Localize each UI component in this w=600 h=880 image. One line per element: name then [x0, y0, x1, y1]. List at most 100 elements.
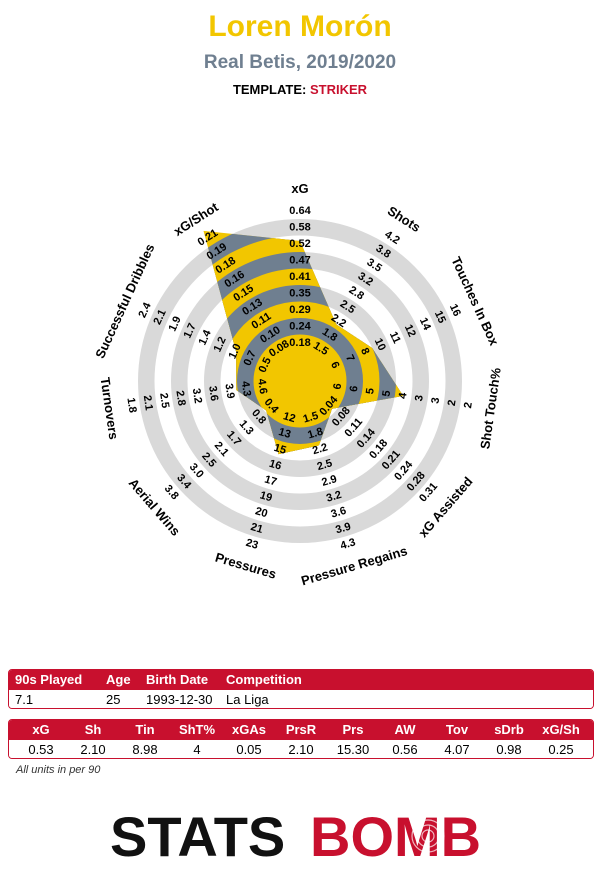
radar-tick-label: 8 [358, 346, 371, 357]
radar-tick-label: 12 [282, 410, 297, 425]
stats-value-cell: 4 [193, 742, 201, 757]
info-header-cell: 90s Played [15, 672, 83, 687]
radar-chart: 0.180.240.290.350.410.470.520.580.641.51… [92, 181, 504, 588]
template-line: TEMPLATE: STRIKER [0, 82, 600, 97]
stats-value-cell: 0.56 [392, 742, 418, 757]
radar-tick-label: 1.9 [167, 315, 184, 334]
stats-value-cell: 0.53 [28, 742, 54, 757]
info-value-cell: 7.1 [15, 692, 34, 707]
stats-table: xG Sh Tin ShT% xGAs PrsR Prs AW Tov sDrb… [8, 719, 594, 759]
stats-header-cell: Tin [135, 722, 155, 737]
stats-header-cell: PrsR [285, 722, 317, 737]
radar-tick-label: 16 [447, 302, 463, 318]
radar-tick-label: 3 [413, 394, 426, 402]
radar-tick-label: 0.64 [289, 205, 311, 217]
radar-tick-label: 0.7 [242, 349, 259, 368]
radar-tick-label: 6 [328, 360, 341, 371]
info-table-row: 7.1 25 1993-12-30 La Liga [9, 690, 593, 708]
stats-header-cell: xGAs [232, 722, 266, 737]
radar-tick-label: 3.6 [330, 505, 348, 521]
radar-tick-label: 0.24 [289, 320, 311, 332]
radar-tick-label: 3.6 [206, 385, 220, 402]
stats-value-cell: 8.98 [132, 742, 158, 757]
radar-tick-label: 2.5 [157, 392, 171, 409]
radar-tick-label: 6 [331, 383, 344, 391]
info-header-cell: Age [106, 672, 131, 687]
info-table-header: 90s Played Age Birth Date Competition [9, 670, 593, 690]
radar-tick-label: 13 [277, 426, 292, 441]
stats-header-cell: sDrb [494, 722, 524, 737]
radar-tick-label: 16 [268, 458, 283, 473]
radar-axis-label: xG [291, 181, 308, 196]
units-footnote: All units in per 90 [16, 764, 101, 776]
radar-tick-label: 23 [244, 537, 259, 552]
radar-tick-label: 5 [364, 387, 377, 395]
radar-tick-label: 3.9 [334, 521, 352, 537]
radar-tick-label: 4 [397, 391, 410, 400]
radar-value-core [270, 351, 330, 411]
stats-header-cell: xG [32, 722, 50, 737]
stats-value-cell: 15.30 [336, 742, 370, 757]
radar-tick-label: 2.1 [152, 308, 169, 327]
radar-tick-label: 0.35 [289, 287, 310, 299]
radar-tick-label: 1.8 [306, 426, 324, 442]
radar-tick-label: 19 [258, 489, 273, 504]
radar-tick-label: 0.29 [289, 304, 310, 316]
stats-table-header: xG Sh Tin ShT% xGAs PrsR Prs AW Tov sDrb… [9, 720, 593, 740]
template-label: TEMPLATE: [232, 82, 307, 97]
radar-tick-label: 3.9 [222, 383, 236, 400]
radar-tick-label: 6 [348, 385, 361, 393]
radar-tick-label: 1.2 [212, 335, 229, 354]
radar-tick-label: 2.1 [141, 394, 155, 411]
radar-tick-label: 15 [432, 309, 448, 325]
radar-axis-label: Shot Touch% [477, 366, 504, 450]
radar-tick-label: 0.52 [289, 238, 310, 250]
info-value-cell: 1993-12-30 [146, 692, 213, 707]
stats-header-cell: ShT% [178, 722, 216, 737]
radar-tick-label: 1.8 [124, 397, 138, 414]
radar-tick-label: 4.3 [339, 536, 357, 552]
player-name: Loren Morón [208, 10, 392, 43]
stats-header-cell: Tov [445, 722, 469, 737]
radar-tick-label: 0.18 [289, 337, 310, 349]
radar-tick-label: 2 [446, 399, 459, 407]
info-header-cell: Birth Date [146, 672, 209, 687]
info-table: 90s Played Age Birth Date Competition 7.… [8, 669, 594, 709]
statsbomb-logo: STATS BOMB [110, 808, 481, 864]
radar-tick-label: 2.2 [311, 441, 329, 457]
radar-tick-label: 1.7 [182, 321, 199, 340]
radar-tick-label: 3.2 [325, 489, 343, 505]
info-value-cell: La Liga [226, 692, 269, 707]
radar-tick-label: 15 [272, 442, 287, 457]
stats-header-cell: xG/Sh [542, 722, 580, 737]
radar-tick-label: 0.41 [289, 271, 310, 283]
info-header-cell: Competition [226, 672, 302, 687]
radar-tick-label: 1.5 [302, 410, 320, 426]
radar-tick-label: 4.6 [255, 378, 269, 395]
stats-table-row: 0.53 2.10 8.98 4 0.05 2.10 15.30 0.56 4.… [9, 740, 593, 758]
radar-tick-label: 2.8 [173, 390, 187, 407]
stats-value-cell: 0.05 [236, 742, 262, 757]
radar-tick-label: 20 [254, 505, 269, 520]
stats-value-cell: 4.07 [444, 742, 470, 757]
info-value-cell: 25 [106, 692, 121, 707]
radar-tick-label: 11 [387, 330, 403, 346]
logo-text-stats: STATS [110, 808, 285, 864]
stats-value-cell: 0.98 [496, 742, 522, 757]
radar-tick-label: 0.47 [289, 254, 310, 266]
stats-value-cell: 2.10 [80, 742, 106, 757]
radar-tick-label: 2.9 [320, 473, 338, 489]
radar-tick-label: 1.0 [227, 342, 244, 361]
stats-value-cell: 2.10 [288, 742, 314, 757]
radar-tick-label: 3 [429, 397, 442, 405]
radar-tick-label: 4.3 [239, 380, 253, 397]
radar-tick-label: 12 [402, 323, 418, 339]
radar-tick-label: 17 [263, 474, 278, 489]
radar-tick-label: 7 [343, 353, 356, 364]
radar-tick-label: 2.5 [316, 457, 334, 473]
radar-tick-label: 0.5 [257, 356, 274, 375]
radar-tick-label: 3.2 [190, 387, 204, 404]
radar-axis-label: Turnovers [98, 376, 122, 440]
stats-value-cell: 0.25 [548, 742, 574, 757]
radar-tick-label: 5 [380, 390, 393, 398]
